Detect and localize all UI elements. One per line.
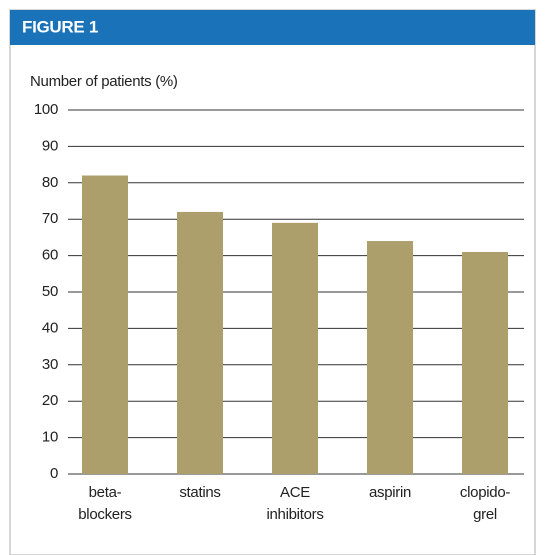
y-tick-label: 80 <box>42 174 58 191</box>
x-tick-label: aspirin <box>369 484 411 501</box>
y-tick-label: 50 <box>42 283 58 300</box>
bar <box>177 211 223 475</box>
y-tick-label: 20 <box>42 392 58 409</box>
bar <box>82 175 128 474</box>
y-tick-label: 90 <box>42 137 58 154</box>
header-bar <box>10 10 535 45</box>
y-tick-label: 40 <box>42 319 58 336</box>
bar <box>367 241 413 474</box>
bar <box>462 251 508 474</box>
x-tick-label: beta-blockers <box>78 484 131 523</box>
y-tick-label: 70 <box>42 210 58 227</box>
y-tick-label: 0 <box>50 465 58 482</box>
x-tick-label: ACE inhibitors <box>266 484 323 523</box>
chart-title: FIGURE 1 <box>22 17 98 36</box>
bar <box>272 222 318 474</box>
y-tick-label: 30 <box>42 356 58 373</box>
y-tick-label: 60 <box>42 247 58 264</box>
x-tick-label: statins <box>179 484 220 501</box>
y-tick-label: 100 <box>34 101 58 118</box>
y-axis-label: Number of patients (%) <box>30 73 178 90</box>
y-tick-label: 10 <box>42 429 58 446</box>
x-tick-label: clopido-grel <box>460 484 510 523</box>
